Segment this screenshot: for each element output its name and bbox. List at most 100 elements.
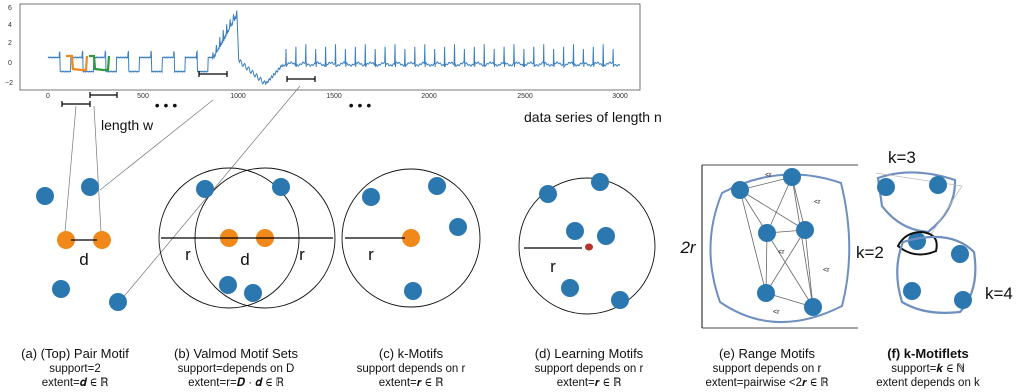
caption-f-support: support=𝒌 ∈ ℕ [891,363,964,375]
captions: (a) (Top) Pair Motif support=2 extent=𝒅 … [21,346,980,389]
diameter-label: 2r [679,238,696,257]
point [196,180,214,198]
window-markers [61,71,316,107]
point [731,181,749,199]
point [362,188,380,206]
y-tick: 4 [8,22,12,29]
distance-label: d [79,250,88,269]
radius-label: r [368,245,374,264]
point [81,178,99,196]
k3-label: k=3 [888,148,916,167]
x-axis: 0 500 1000 1500 2000 2500 3000 [46,93,628,100]
x-tick: 500 [137,93,149,100]
motif-orange-highlight [66,54,89,72]
k4-label: k=4 [985,284,1013,303]
caption-e-extent: extent=pairwise <2𝒓 ∈ ℝ [705,377,829,389]
caption-d-support: support depends on r [535,363,644,375]
k2-label: k=2 [856,243,884,262]
point [783,168,801,186]
caption-b-extent: extent=r=𝑫 · 𝒅 ∈ ℝ [188,377,284,389]
panel-e-range-motifs: 2r <r <r <r <r <r [679,164,858,329]
point [244,284,262,302]
caption-a-extent: extent=𝒅 ∈ ℝ [42,377,109,389]
y-axis: 6 4 2 0 −2 [5,5,13,87]
radius-label: r [550,257,556,276]
motif-green-highlight [89,54,111,72]
panel-c-k-motifs: r [341,168,481,308]
point [561,279,579,297]
point [591,173,609,191]
ellipsis-right: • • • [349,97,372,113]
range-hull [709,173,851,323]
caption-a: (a) (Top) Pair Motif [21,346,129,361]
time-series-chart: 6 4 2 0 −2 0 500 1000 1500 2000 2500 300… [5,3,662,133]
y-tick: 2 [8,40,12,47]
point [109,293,127,311]
point [954,291,972,309]
x-tick: 1000 [230,93,246,100]
edge-label: <r [823,267,830,274]
point [929,176,947,194]
point [404,282,422,300]
point [951,245,969,263]
edge-label: <r [778,249,785,256]
edge-label: <r [773,309,780,316]
x-tick: 2000 [421,93,437,100]
x-tick: 0 [46,93,50,100]
graph-edges [739,176,814,308]
range-circle [518,177,656,315]
x-tick: 3000 [612,93,628,100]
radius-label: r [185,245,191,264]
motif-point [57,231,75,249]
x-tick: 1500 [326,93,342,100]
point [903,282,921,300]
y-tick: −2 [5,80,13,87]
point [796,221,814,239]
point [804,298,822,316]
point [758,224,776,242]
ellipsis-left: • • • [155,97,178,113]
caption-d: (d) Learning Motifs [535,346,644,361]
point [272,178,290,196]
range-circle [341,168,481,308]
data-series-line [47,10,620,85]
point [219,276,237,294]
caption-f: (f) k-Motiflets [887,346,969,361]
shared-point [908,232,926,250]
caption-c-support: support depends on r [357,363,466,375]
caption-e: (e) Range Motifs [719,346,816,361]
y-tick: 6 [8,5,12,12]
point [877,178,895,196]
caption-d-extent: extent=𝒓 ∈ ℝ [557,377,622,389]
caption-b: (b) Valmod Motif Sets [174,346,299,361]
caption-f-extent: extent depends on k [876,377,980,389]
panel-a-pair-motif: d [36,178,127,311]
point [449,218,467,236]
hull-guide [875,172,963,187]
point [566,222,584,240]
panel-b-valmod: r d r [158,167,336,309]
caption-a-support: support=2 [49,363,100,375]
y-tick: 0 [8,60,12,67]
caption-b-support: support=depends on D [178,363,295,375]
caption-c: (c) k-Motifs [379,346,444,361]
distance-label: d [240,250,249,269]
x-tick: 2500 [517,93,533,100]
center-point [585,243,593,251]
point [428,177,446,195]
motif-point [402,229,420,247]
panel-f-k-motiflets: k=3 k=2 k=4 [856,148,1013,314]
series-length-label: data series of length n [524,109,662,125]
motiflet-hull-k3 [876,171,957,234]
length-w-label: length w [101,117,154,133]
hull-guide [929,185,963,237]
point [36,187,54,205]
motiflet-hull-k4 [896,235,977,314]
edge-labels: <r <r <r <r <r [765,172,830,316]
caption-c-extent: extent=𝒓 ∈ ℝ [379,377,444,389]
point [597,227,615,245]
chart-frame [19,3,641,91]
radius-label: r [299,245,305,264]
edge-label: <r [814,199,821,206]
